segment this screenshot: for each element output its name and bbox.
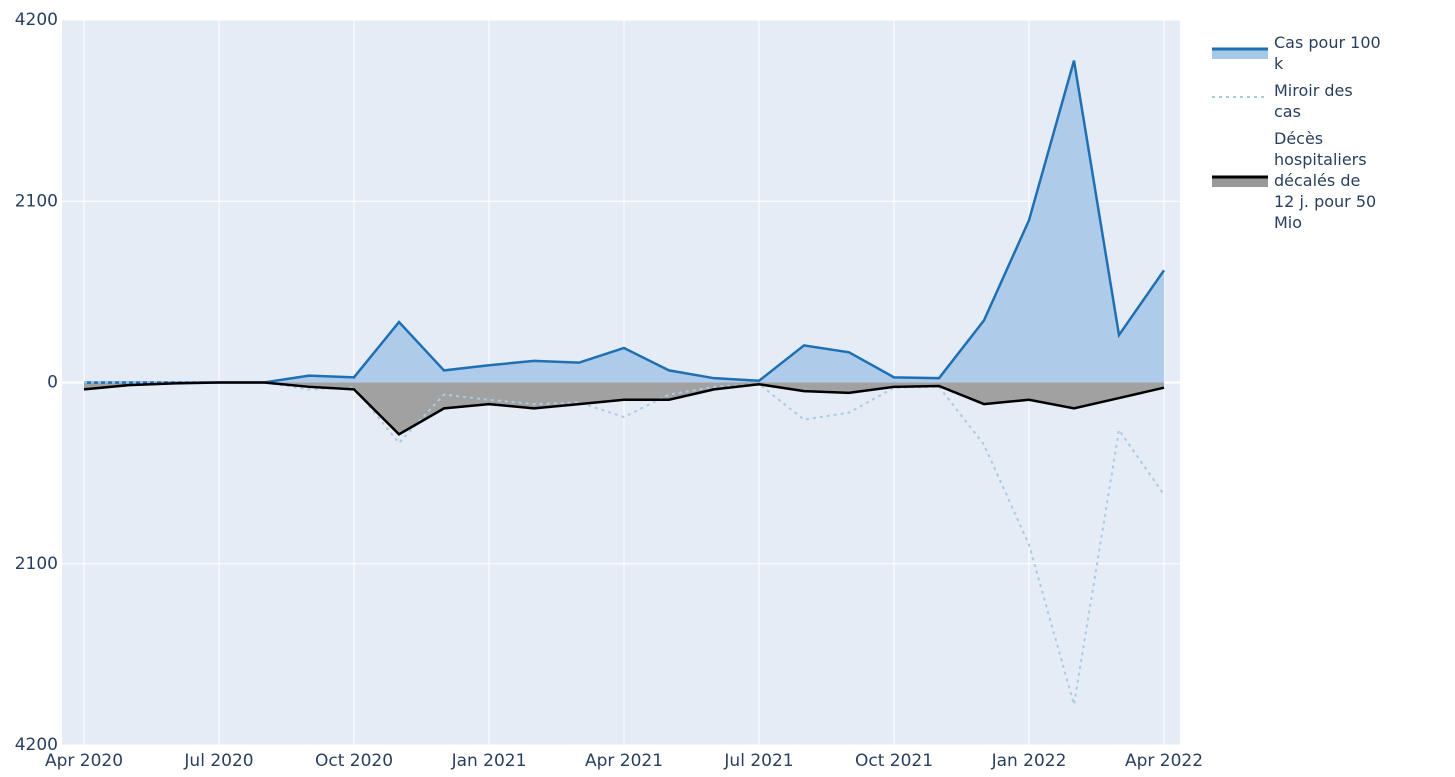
legend: Cas pour 100 k Miroir des cas Décès hospit… bbox=[1212, 32, 1382, 239]
x-tick-label: Oct 2021 bbox=[855, 751, 933, 771]
legend-item[interactable]: Cas pour 100 k bbox=[1212, 32, 1382, 74]
legend-icon bbox=[1212, 96, 1268, 98]
x-tick-label: Jan 2022 bbox=[991, 751, 1067, 771]
legend-swatch bbox=[1212, 176, 1268, 187]
legend-label: Cas pour 100 k bbox=[1274, 33, 1381, 73]
legend-icon bbox=[1212, 175, 1268, 187]
x-tick-label: Apr 2022 bbox=[1125, 751, 1203, 771]
y-tick-label: 2100 bbox=[15, 191, 58, 211]
x-tick-label: Apr 2021 bbox=[585, 751, 663, 771]
y-tick-label: 2100 bbox=[15, 554, 58, 574]
y-tick-label: 0 bbox=[47, 373, 58, 393]
legend-label: Miroir des cas bbox=[1274, 81, 1353, 121]
y-tick-label: 4200 bbox=[15, 10, 58, 30]
legend-label: Décès hospitaliers décalés de 12 j. pour… bbox=[1274, 129, 1377, 232]
y-tick-label: 4200 bbox=[15, 735, 58, 755]
legend-swatch bbox=[1212, 49, 1268, 59]
legend-item[interactable]: Décès hospitaliers décalés de 12 j. pour… bbox=[1212, 128, 1382, 233]
x-tick-label: Apr 2020 bbox=[45, 751, 123, 771]
legend-item[interactable]: Miroir des cas bbox=[1212, 80, 1382, 122]
x-tick-label: Jul 2021 bbox=[723, 751, 793, 771]
legend-icon bbox=[1212, 47, 1268, 59]
series-line bbox=[83, 381, 1165, 436]
x-tick-label: Jul 2020 bbox=[183, 751, 253, 771]
series-line bbox=[84, 381, 1165, 705]
area-fill bbox=[84, 382, 1164, 435]
x-tick-label: Jan 2021 bbox=[451, 751, 527, 771]
x-tick-label: Oct 2020 bbox=[315, 751, 393, 771]
area-fill bbox=[84, 60, 1164, 383]
